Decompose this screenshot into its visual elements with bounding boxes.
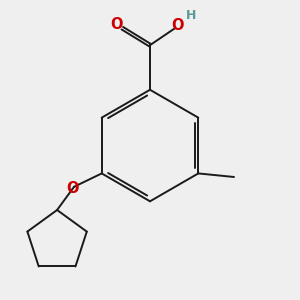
Text: H: H <box>185 9 196 22</box>
Text: O: O <box>110 17 123 32</box>
Text: O: O <box>171 18 184 33</box>
Text: O: O <box>66 181 79 196</box>
